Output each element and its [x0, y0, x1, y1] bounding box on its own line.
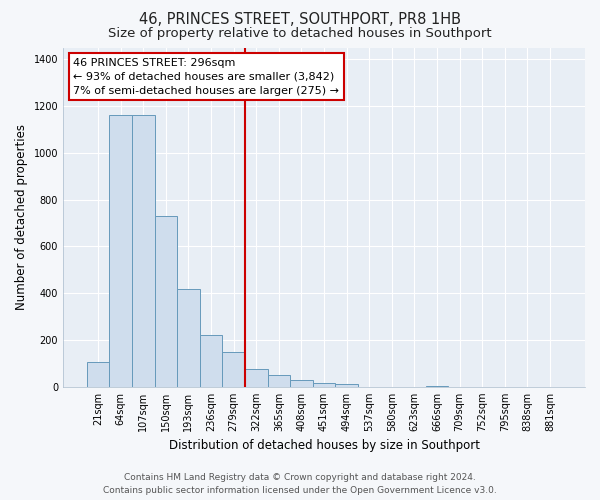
Bar — [335, 384, 358, 387]
X-axis label: Distribution of detached houses by size in Southport: Distribution of detached houses by size … — [169, 440, 479, 452]
Bar — [200, 336, 223, 387]
Bar — [177, 288, 200, 387]
Bar — [245, 370, 268, 387]
Bar — [426, 386, 448, 387]
Text: Contains HM Land Registry data © Crown copyright and database right 2024.
Contai: Contains HM Land Registry data © Crown c… — [103, 473, 497, 495]
Text: 46 PRINCES STREET: 296sqm
← 93% of detached houses are smaller (3,842)
7% of sem: 46 PRINCES STREET: 296sqm ← 93% of detac… — [73, 58, 340, 96]
Bar — [290, 380, 313, 387]
Text: Size of property relative to detached houses in Southport: Size of property relative to detached ho… — [108, 28, 492, 40]
Bar — [132, 116, 155, 387]
Bar — [87, 362, 109, 387]
Text: 46, PRINCES STREET, SOUTHPORT, PR8 1HB: 46, PRINCES STREET, SOUTHPORT, PR8 1HB — [139, 12, 461, 28]
Bar — [313, 384, 335, 387]
Y-axis label: Number of detached properties: Number of detached properties — [15, 124, 28, 310]
Bar — [223, 352, 245, 387]
Bar — [155, 216, 177, 387]
Bar — [268, 375, 290, 387]
Bar — [109, 116, 132, 387]
